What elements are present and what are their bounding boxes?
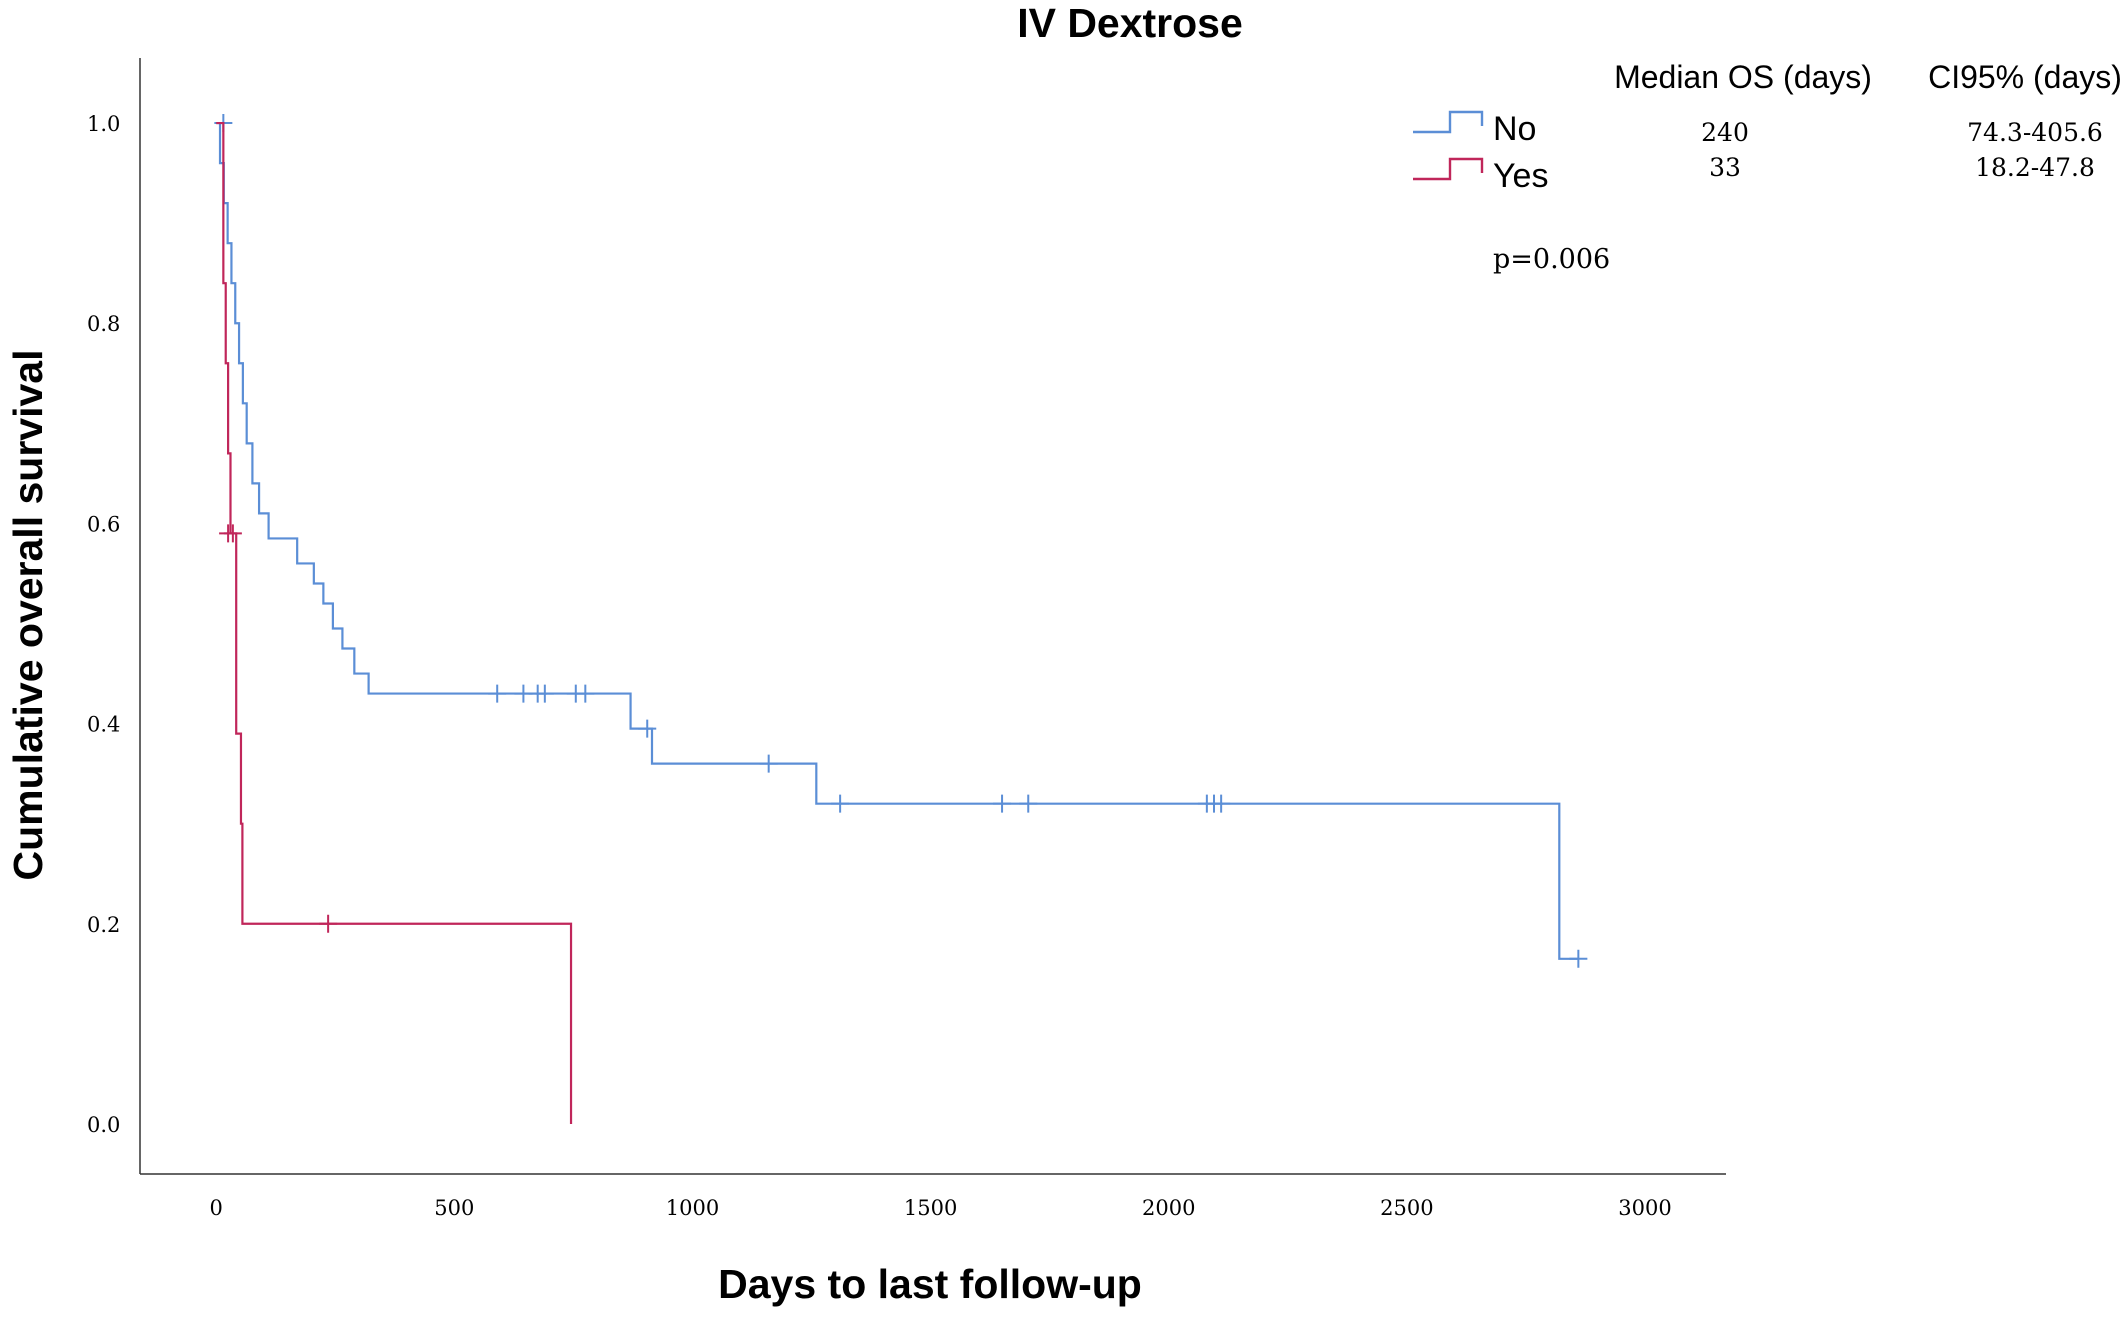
- x-tick-label: 3000: [1618, 1196, 1671, 1220]
- x-tick-label: 2000: [1142, 1196, 1195, 1220]
- stats-median-no: 240: [1701, 118, 1749, 147]
- censor-mark-no: [1212, 794, 1231, 813]
- legend: No Yes: [1413, 110, 1548, 195]
- y-tick-label: 0.4: [87, 713, 120, 737]
- legend-swatch-yes: [1413, 157, 1484, 181]
- survival-curve-no: [216, 121, 1579, 960]
- x-axis-label: Days to last follow-up: [718, 1261, 1142, 1307]
- censor-mark-no: [759, 754, 778, 773]
- stats-header-median: Median OS (days): [1614, 59, 1872, 95]
- stats-ci-yes: 18.2-47.8: [1975, 153, 2095, 182]
- y-tick-label: 0.6: [87, 512, 120, 536]
- stats-header-ci: CI95% (days): [1928, 59, 2122, 95]
- y-tick-label: 0.8: [87, 312, 120, 336]
- legend-swatch-no: [1413, 110, 1484, 134]
- censor-mark-no: [1019, 794, 1038, 813]
- censor-mark-no: [535, 684, 554, 703]
- censor-mark-no: [993, 794, 1012, 813]
- x-tick-label: 1500: [904, 1196, 957, 1220]
- y-tick-label: 0.0: [87, 1113, 120, 1137]
- p-value-label: p=0.006: [1493, 244, 1610, 275]
- censor-mark-no: [638, 719, 657, 738]
- stats-median-yes: 33: [1709, 153, 1741, 182]
- censor-mark-no: [576, 684, 595, 703]
- y-axis-label: Cumulative overall survival: [5, 350, 51, 881]
- y-tick-label: 1.0: [87, 112, 120, 136]
- plot-area: [214, 114, 1588, 1124]
- censor-mark-yes: [319, 914, 338, 933]
- legend-label-yes: Yes: [1493, 157, 1548, 195]
- legend-swatches: [1413, 110, 1484, 181]
- censor-mark-yes: [223, 524, 242, 543]
- stats-table: Median OS (days) CI95% (days) 240 74.3-4…: [1614, 59, 2122, 182]
- x-tick-label: 500: [434, 1196, 474, 1220]
- censor-mark-no: [488, 684, 507, 703]
- survival-curve-yes: [216, 121, 573, 1124]
- stats-ci-no: 74.3-405.6: [1967, 118, 2103, 147]
- x-tick-label: 0: [210, 1196, 223, 1220]
- chart-title: IV Dextrose: [1017, 0, 1243, 46]
- y-tick-label: 0.2: [87, 913, 120, 937]
- axes: 0 500 1000 1500 2000 2500 3000 0.0 0.2 0.4 0.6 0.8 1…: [87, 58, 1726, 1220]
- x-tick-label: 2500: [1380, 1196, 1433, 1220]
- legend-label-no: No: [1493, 110, 1536, 148]
- censor-mark-no: [1569, 949, 1588, 968]
- x-tick-label: 1000: [666, 1196, 719, 1220]
- censor-mark-no: [831, 794, 850, 813]
